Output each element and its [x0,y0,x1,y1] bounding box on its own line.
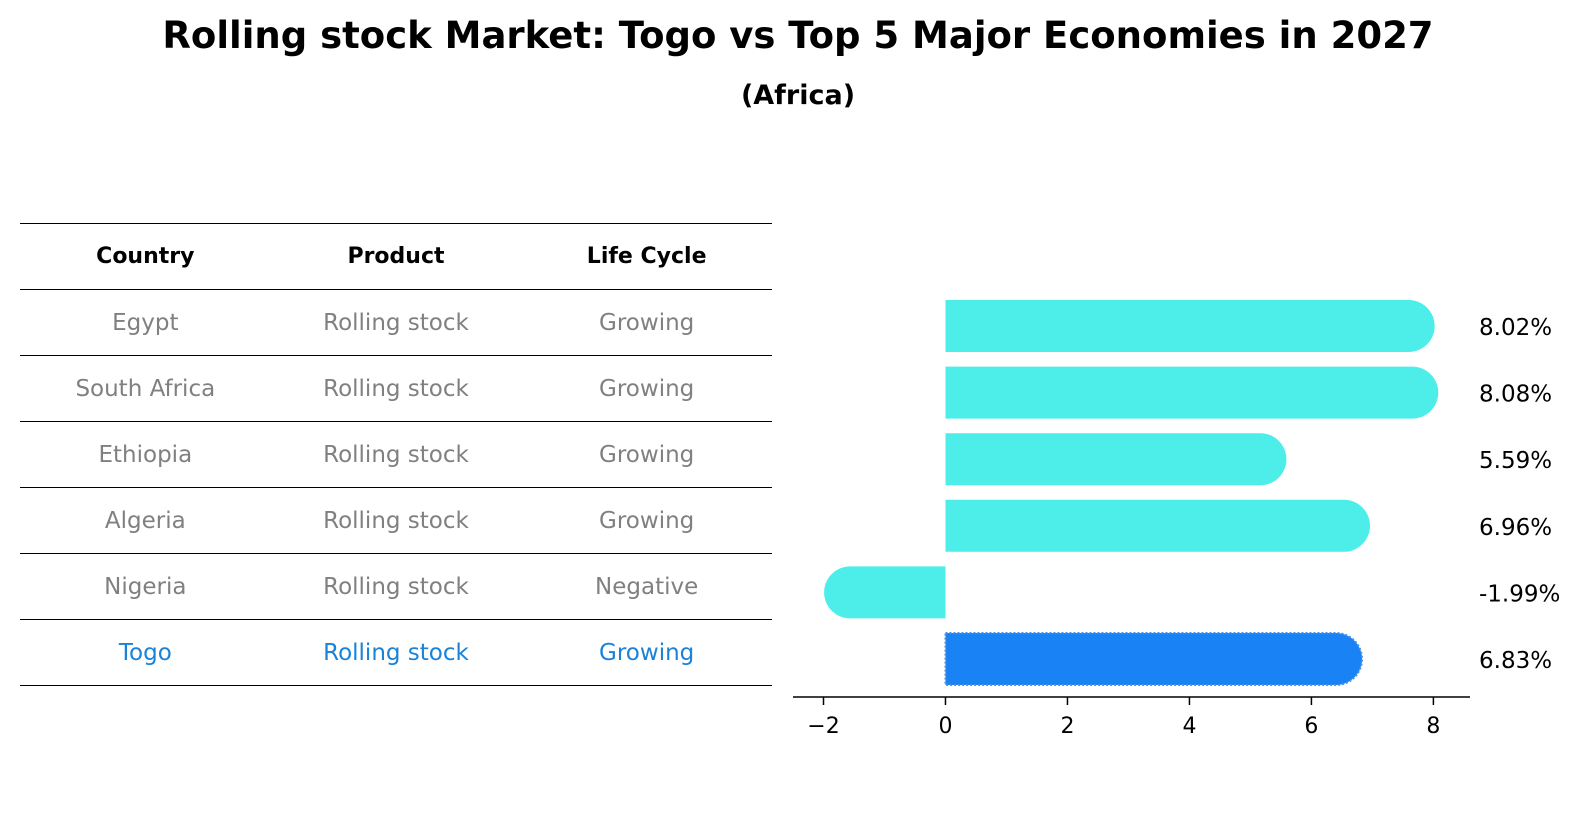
table-row: Algeria Rolling stock Growing [20,487,772,554]
cell-life-cycle: Growing [521,421,772,488]
cell-life-cycle: Growing [521,487,772,554]
data-label: -1.99% [1479,581,1560,607]
x-tick-label: 8 [1426,714,1440,739]
cell-life-cycle: Growing [521,289,772,356]
data-label: 6.96% [1479,515,1552,541]
header-country: Country [20,223,271,290]
cell-country: Togo [20,619,271,686]
x-tick-label: 6 [1304,714,1318,739]
table-row: Nigeria Rolling stock Negative [20,553,772,620]
bar-nigeria [824,566,946,619]
chart-title: Rolling stock Market: Togo vs Top 5 Majo… [162,14,1434,57]
cell-life-cycle: Growing [521,619,772,686]
x-tick-label: 2 [1060,714,1074,739]
header-life-cycle: Life Cycle [521,223,772,290]
data-label: 8.08% [1479,382,1552,408]
x-tick-label: 0 [938,714,952,739]
table-row: South Africa Rolling stock Growing [20,355,772,422]
cell-country: Ethiopia [20,421,271,488]
data-label: 8.02% [1479,315,1552,341]
cell-product: Rolling stock [270,487,522,554]
table-row: Egypt Rolling stock Growing [20,289,772,356]
bar-ethiopia [945,433,1287,486]
table-row: Ethiopia Rolling stock Growing [20,421,772,488]
cell-product: Rolling stock [270,289,522,356]
cell-product: Rolling stock [270,553,522,620]
bar-algeria [945,499,1370,552]
chart-subtitle: (Africa) [740,80,856,111]
cell-country: Egypt [20,289,271,356]
bar-south-africa [945,366,1439,419]
cell-product: Rolling stock [270,421,522,488]
cell-life-cycle: Negative [521,553,772,620]
cell-product: Rolling stock [270,619,522,686]
cell-product: Rolling stock [270,355,522,422]
cell-country: Algeria [20,487,271,554]
data-label: 6.83% [1479,648,1552,674]
x-tick-label: −2 [807,714,839,739]
table-header-row: Country Product Life Cycle [20,223,772,290]
cell-country: Nigeria [20,553,271,620]
market-table: Country Product Life Cycle Egypt Rolling… [20,223,772,686]
x-tick-label: 4 [1182,714,1196,739]
cell-country: South Africa [20,355,271,422]
data-label: 5.59% [1479,448,1552,474]
header-product: Product [270,223,522,290]
table-row-highlight: Togo Rolling stock Growing [20,619,772,686]
bar-egypt [945,300,1435,352]
bar-togo [944,632,1364,686]
